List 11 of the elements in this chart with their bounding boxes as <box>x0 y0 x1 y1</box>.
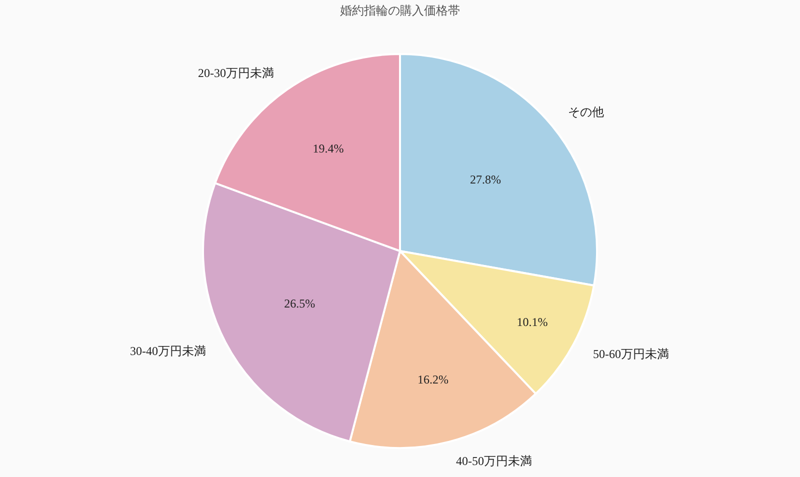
chart-title: 婚約指輪の購入価格帯 <box>340 3 460 18</box>
data-label: 10.1% <box>516 315 548 330</box>
slice-label: その他 <box>568 105 604 119</box>
data-label: 19.4% <box>312 141 344 156</box>
slice-label: 40-50万円未満 <box>456 454 532 468</box>
data-label: 27.8% <box>470 172 501 186</box>
slice-label: 30-40万円未満 <box>130 344 206 358</box>
slice-label: 20-30万円未満 <box>198 66 274 80</box>
slice-label: 50-60万円未満 <box>593 347 669 361</box>
data-label: 26.5% <box>284 296 316 310</box>
data-label: 16.2% <box>417 372 448 386</box>
